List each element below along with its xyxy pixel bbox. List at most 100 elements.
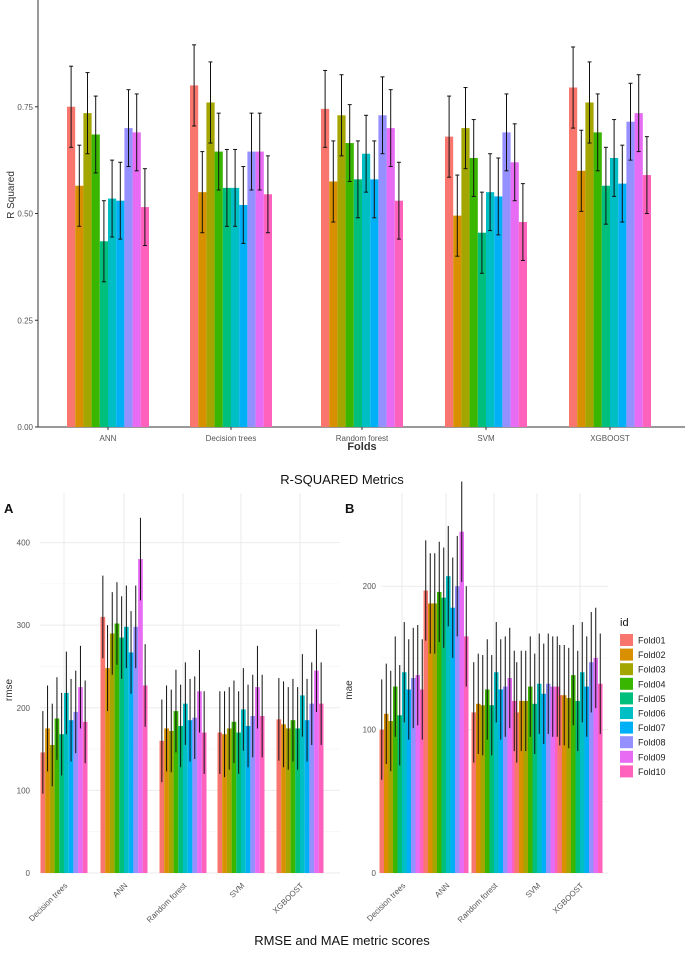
r2-bar-fold05: [99, 241, 108, 427]
rmse-bar-fold05: [59, 734, 64, 873]
rmse-bar-fold02: [222, 734, 227, 873]
r2-bar-fold08: [378, 115, 387, 427]
legend-swatch-fold05: [620, 692, 633, 705]
mae-bar-fold10: [464, 636, 469, 873]
legend-label-fold10: Fold10: [638, 767, 666, 777]
rmse-bar-fold09: [197, 691, 202, 873]
rmse-bar-fold09: [255, 687, 260, 873]
r2-bars: [67, 85, 651, 428]
r2-x-tick-label: ANN: [100, 434, 117, 443]
legend-label-fold03: Fold03: [638, 665, 666, 675]
rmse-bar-fold03: [285, 728, 291, 873]
mae-bar-fold02: [384, 713, 389, 873]
rmse-bar-fold02: [45, 728, 50, 873]
rmse-bar-fold07: [304, 720, 310, 873]
mae-bar-fold05: [575, 700, 580, 873]
r2-bar-fold06: [231, 187, 240, 427]
r2-bar-fold05: [601, 185, 610, 427]
r2-bar-fold01: [67, 106, 76, 427]
r2-bar-fold02: [198, 192, 207, 427]
mae-bar-fold09: [415, 675, 420, 873]
rmse-bar-fold10: [142, 685, 148, 873]
mae-bar-fold06: [494, 672, 499, 873]
r2-bar-fold06: [108, 198, 117, 427]
legend-swatch-fold01: [620, 634, 633, 646]
r-squared-chart: R Squared Folds 0.00 0.25 0.50 0.75 ANN Decis…: [6, 0, 685, 453]
mae-error-bars: [381, 481, 601, 780]
r2-bar-fold07: [239, 204, 248, 427]
r2-bar-fold05: [222, 187, 231, 427]
rmse-bar-fold08: [250, 716, 256, 873]
mae-bar-fold03: [566, 698, 571, 873]
r2-bar-fold07: [494, 196, 503, 427]
r2-y-tick-label: 0.00: [17, 423, 33, 432]
r2-bar-fold06: [362, 153, 371, 427]
rmse-bar-fold04: [54, 718, 60, 873]
caption-r-squared: R-SQUARED Metrics: [280, 472, 404, 487]
rmse-bar-fold10: [82, 721, 88, 873]
rmse-bar-fold07: [245, 725, 251, 873]
legend-title: id: [620, 617, 629, 629]
rmse-y-tick-label: 300: [17, 621, 31, 630]
legend-swatch-fold02: [620, 648, 633, 661]
mae-bar-fold09: [550, 686, 555, 873]
mae-bar-fold04: [437, 591, 442, 873]
rmse-bar-fold04: [114, 623, 120, 873]
mae-bar-fold09: [593, 657, 598, 873]
mae-bar-fold05: [532, 703, 537, 873]
rmse-bar-fold08: [73, 711, 79, 873]
r2-bar-fold01: [445, 136, 454, 427]
legend-swatch-fold06: [620, 707, 633, 719]
rmse-bar-fold07: [128, 652, 134, 873]
rmse-bar-fold06: [300, 695, 305, 873]
r2-bar-fold09: [386, 128, 395, 427]
r2-bar-fold10: [394, 200, 403, 427]
legend-swatch-fold08: [620, 736, 633, 749]
mae-bar-fold08: [503, 686, 508, 873]
mae-y-tick-label: 100: [363, 726, 377, 735]
r2-y-tick-label: 0.75: [17, 103, 33, 112]
r2-bar-fold08: [502, 132, 511, 427]
mae-bar-fold02: [476, 703, 481, 873]
r2-x-tick-label: Decision trees: [206, 434, 257, 443]
rmse-y-ticks: 0 100 200 300 400: [17, 539, 31, 878]
rmse-y-tick-label: 400: [17, 539, 31, 548]
legend: id Fold01 Fold02 Fold03 Fold04 Fold05 Fold06 F…: [620, 617, 666, 778]
r2-y-ticks: 0.00 0.25 0.50 0.75: [17, 103, 38, 432]
panel-label-a: A: [4, 501, 14, 516]
legend-label-fold02: Fold02: [638, 650, 666, 660]
mae-bar-fold05: [441, 597, 446, 873]
rmse-bar-fold10: [201, 732, 207, 873]
r2-bar-fold10: [263, 194, 272, 427]
rmse-bar-fold05: [178, 725, 183, 873]
rmse-bar-fold07: [68, 720, 74, 873]
mae-bar-fold10: [555, 686, 560, 873]
mae-bar-fold01: [379, 729, 384, 873]
r2-bar-fold05: [477, 232, 486, 427]
r2-bar-fold09: [510, 162, 519, 427]
r2-bar-fold09: [634, 113, 643, 427]
mae-bar-fold07: [498, 689, 503, 873]
rmse-bar-fold01: [40, 752, 46, 873]
rmse-bar-fold07: [187, 720, 193, 873]
r2-bar-fold09: [255, 151, 264, 427]
mae-bar-fold01: [514, 712, 519, 873]
r2-bar-fold03: [206, 102, 215, 427]
legend-label-fold08: Fold08: [638, 738, 666, 748]
rmse-bar-fold01: [276, 719, 282, 873]
mae-bar-fold02: [428, 603, 433, 873]
mae-y-tick-label: 200: [363, 582, 377, 591]
rmse-bar-fold06: [241, 709, 246, 873]
r2-y-axis-label: R Squared: [6, 171, 17, 219]
mae-bar-fold06: [402, 672, 407, 873]
mae-bar-fold06: [580, 672, 585, 873]
r2-bar-fold08: [124, 128, 133, 427]
rmse-bar-fold03: [109, 633, 115, 873]
rmse-bar-fold04: [173, 711, 179, 873]
r2-bar-fold06: [486, 192, 495, 427]
rmse-y-axis-label: rmse: [4, 678, 15, 701]
r2-bar-fold03: [585, 102, 594, 427]
mae-bar-fold07: [406, 689, 411, 873]
